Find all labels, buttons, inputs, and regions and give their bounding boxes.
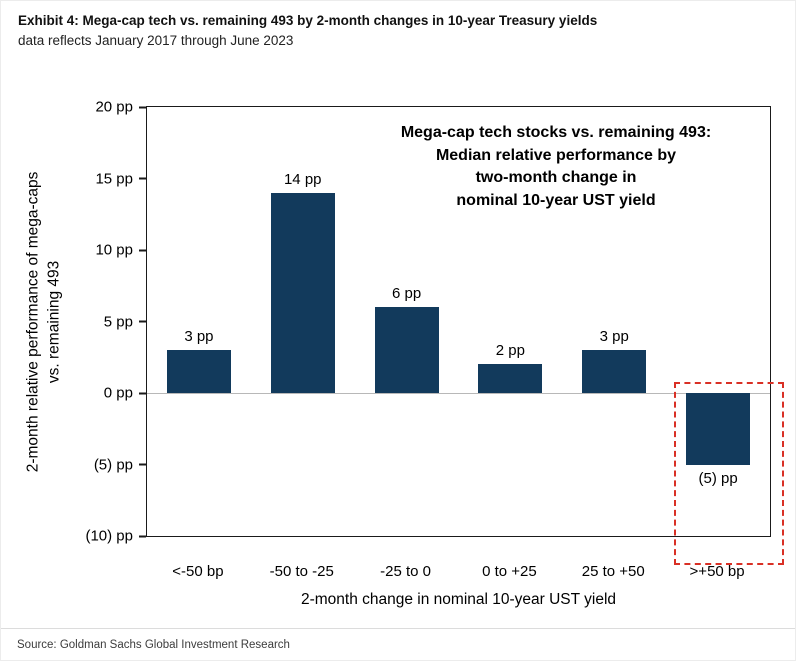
annotation-line: two-month change in bbox=[475, 169, 637, 187]
bar-5 bbox=[686, 393, 751, 465]
y-tick: 20 pp bbox=[95, 99, 146, 116]
x-category-label: 25 to +50 bbox=[581, 563, 645, 580]
y-tick-mark bbox=[139, 463, 146, 466]
bar-value-label: 14 pp bbox=[283, 170, 322, 188]
y-tick-label: (5) pp bbox=[93, 456, 133, 473]
bar-1 bbox=[270, 192, 335, 393]
y-tick-label: 5 pp bbox=[103, 313, 133, 330]
y-tick-label: 0 pp bbox=[103, 384, 133, 402]
bar-3 bbox=[478, 364, 543, 393]
y-tick: 15 pp bbox=[95, 170, 146, 187]
annotation-line: nominal 10-year UST yield bbox=[456, 192, 656, 210]
y-tick: (5) pp bbox=[94, 456, 146, 473]
source-text: Source: Goldman Sachs Global Investment … bbox=[17, 639, 290, 651]
x-category-label: 0 to +25 bbox=[482, 563, 537, 580]
x-category-label: <-50 bp bbox=[172, 563, 224, 580]
chart-annotation: Mega-cap tech stocks vs. remaining 493: M… bbox=[346, 122, 766, 213]
y-tick-mark bbox=[139, 106, 146, 108]
y-tick-mark bbox=[139, 320, 146, 323]
y-tick-label: 15 pp bbox=[95, 170, 133, 187]
x-axis-title: 2-month change in nominal 10-year UST yi… bbox=[300, 591, 617, 608]
bar-0 bbox=[166, 350, 231, 393]
y-tick-mark bbox=[139, 249, 146, 251]
bar-value-label: 6 pp bbox=[391, 285, 422, 303]
x-category-label: -25 to 0 bbox=[380, 563, 432, 580]
exhibit-subtitle: data reflects January 2017 through June … bbox=[18, 33, 294, 48]
footer-divider bbox=[1, 628, 795, 629]
y-tick-mark bbox=[139, 392, 146, 394]
bar-value-label: 3 pp bbox=[184, 328, 214, 346]
x-category-label: >+50 bp bbox=[689, 563, 745, 580]
y-tick-label: (10) pp bbox=[85, 527, 133, 545]
y-tick-mark bbox=[139, 177, 146, 180]
y-tick: 10 pp bbox=[95, 242, 146, 259]
plot-area: 3 pp 14 pp 6 pp 2 pp 3 pp (5) pp bbox=[146, 106, 785, 565]
zero-baseline bbox=[147, 393, 770, 394]
bar-value-label: (5) pp bbox=[698, 469, 738, 487]
bar-4 bbox=[582, 350, 647, 393]
bar-value-label: 3 pp bbox=[599, 328, 629, 346]
bar-2 bbox=[374, 307, 439, 393]
y-tick: 0 pp bbox=[104, 385, 146, 402]
exhibit-title: Exhibit 4: Mega-cap tech vs. remaining 4… bbox=[18, 13, 598, 28]
annotation-line: Mega-cap tech stocks vs. remaining 493: bbox=[400, 124, 712, 141]
x-category-label: -50 to -25 bbox=[269, 563, 334, 580]
y-tick-label: 10 pp bbox=[95, 241, 133, 259]
y-tick: 5 pp bbox=[104, 313, 146, 330]
annotation-line: Median relative performance by bbox=[435, 146, 677, 164]
bar-value-label: 2 pp bbox=[495, 342, 525, 360]
y-axis-ticks: 20 pp 15 pp 10 pp 5 pp 0 pp (5) pp (10) pp bbox=[1, 99, 146, 545]
x-axis-labels: <-50 bp -50 to -25 -25 to 0 0 to +25 25 to +… bbox=[146, 563, 771, 585]
highlight-dashed-box bbox=[674, 382, 785, 565]
y-tick-mark bbox=[139, 535, 146, 537]
y-tick: (10) pp bbox=[85, 528, 146, 545]
y-tick-label: 20 pp bbox=[95, 98, 133, 116]
